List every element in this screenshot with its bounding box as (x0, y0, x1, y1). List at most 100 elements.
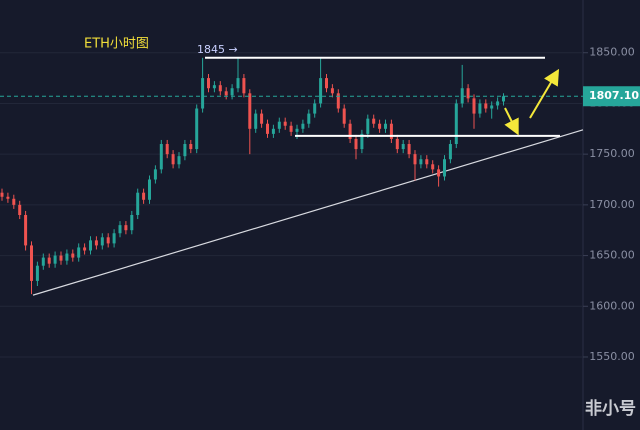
candle-body (18, 204, 22, 215)
candle-body (301, 123, 305, 129)
y-tick-label: 1550.00 (589, 350, 635, 363)
candle-body (53, 255, 57, 264)
y-tick-label: 1600.00 (589, 299, 635, 312)
down-arrow (504, 107, 519, 136)
candle-body (336, 93, 340, 109)
candle-body (59, 255, 63, 261)
candle-body (94, 240, 98, 246)
candle-body (413, 154, 417, 165)
candle-body (360, 133, 364, 150)
candle-body (230, 88, 234, 96)
candle-body (106, 237, 110, 244)
candle-body (437, 169, 441, 177)
candle-body (136, 192, 140, 215)
candle-body (183, 144, 187, 157)
last-price-box (583, 86, 640, 107)
candle-body (212, 85, 216, 89)
y-tick-label: 1850.00 (589, 46, 635, 59)
candle-body (378, 123, 382, 129)
candle-body (130, 215, 134, 231)
candle-body (201, 78, 205, 109)
candle-body (83, 247, 87, 251)
candle-body (478, 103, 482, 114)
y-tick-label: 1650.00 (589, 249, 635, 262)
candle-body (159, 144, 163, 170)
candle-body (384, 123, 387, 129)
candle-body (254, 113, 258, 129)
candle-body (218, 85, 222, 92)
candle-body (65, 253, 69, 261)
candle-body (407, 144, 411, 155)
candle-body (389, 123, 393, 139)
candle-body (100, 237, 104, 246)
up-arrow (529, 68, 560, 119)
candle-body (153, 169, 157, 180)
candle-body (266, 123, 269, 134)
y-tick-label: 1750.00 (589, 147, 635, 160)
candle-body (242, 78, 246, 94)
candle-body (30, 245, 33, 281)
candle-body (313, 103, 317, 114)
candle-body (395, 138, 399, 150)
candle-body (47, 257, 51, 264)
candle-body (77, 247, 81, 258)
last-price-label: 1807.10 (589, 89, 639, 102)
candle-body (124, 225, 128, 231)
candle-body (484, 103, 488, 109)
candle-body (496, 101, 500, 106)
candle-body (236, 78, 240, 89)
candle-body (319, 78, 323, 104)
watermark: 非小号 (585, 398, 636, 419)
candle-body (431, 164, 435, 170)
candle-body (207, 78, 210, 89)
candle-body (330, 88, 334, 94)
candle-body (307, 113, 311, 124)
candle-body (348, 123, 352, 139)
candle-body (295, 128, 299, 132)
candle-body (354, 138, 358, 150)
candle-body (366, 118, 370, 134)
candle-body (71, 253, 75, 258)
candle-body (490, 105, 494, 109)
candle-body (342, 108, 346, 124)
candle-body (112, 233, 116, 244)
candle-body (177, 156, 181, 165)
candle-body (0, 192, 4, 197)
candle-body (277, 121, 281, 129)
candle-body (171, 154, 175, 165)
candle-body (283, 121, 287, 126)
candle-body (89, 240, 92, 251)
candle-body (260, 113, 264, 124)
candle-body (325, 78, 328, 89)
candle-body (118, 225, 122, 234)
candle-body (289, 125, 293, 132)
candle-body (148, 179, 151, 200)
candle-body (466, 88, 470, 99)
candle-body (224, 91, 228, 96)
candle-body (6, 196, 10, 199)
candle-body (271, 128, 275, 134)
candle-body (372, 118, 376, 124)
candle-body (248, 93, 252, 129)
candle-body (195, 108, 199, 150)
candle-body (419, 159, 423, 165)
candle-body (189, 144, 193, 150)
candle-body (454, 103, 458, 145)
candle-body (165, 144, 169, 155)
candle-body (502, 96, 505, 102)
candle-body (41, 257, 45, 266)
candle-body (142, 192, 146, 200)
candle-body (448, 144, 452, 160)
candle-body (425, 159, 429, 165)
y-tick-label: 1700.00 (589, 198, 635, 211)
resistance-label: 1845 → (197, 43, 238, 56)
candle-body (12, 198, 16, 205)
candle-body (35, 265, 39, 281)
candle-body (401, 144, 405, 150)
trendline (32, 129, 584, 296)
candle-body (443, 159, 446, 177)
candle-body (472, 98, 476, 114)
candle-body (24, 215, 28, 246)
